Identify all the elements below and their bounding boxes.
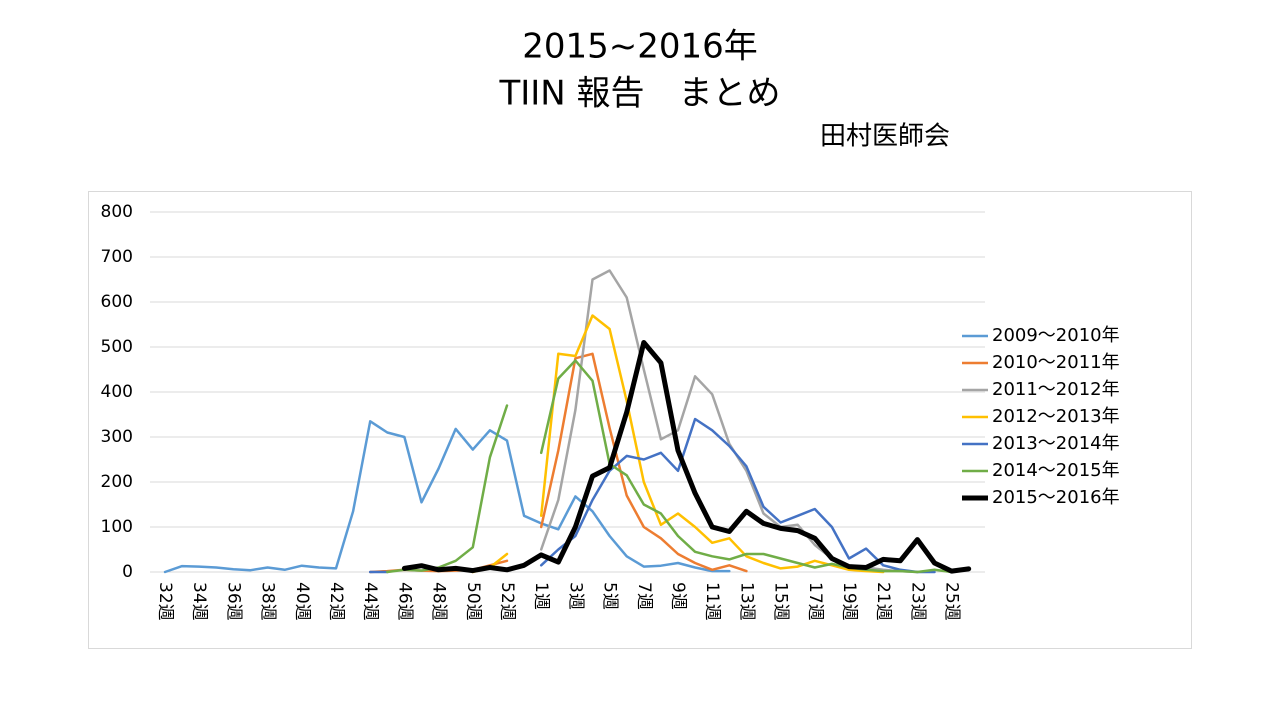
chart-subtitle: 田村医師会 bbox=[820, 122, 950, 152]
legend-label: 2012～2013年 bbox=[992, 406, 1120, 427]
x-tick-label: 46週 bbox=[394, 582, 414, 621]
x-tick-label: 17週 bbox=[805, 582, 825, 621]
x-tick-label: 13週 bbox=[736, 582, 756, 621]
x-tick-label: 48週 bbox=[429, 582, 449, 621]
x-tick-label: 25週 bbox=[942, 582, 962, 621]
x-tick-label: 50週 bbox=[463, 582, 483, 621]
y-tick-label: 300 bbox=[101, 427, 133, 447]
x-tick-label: 38週 bbox=[258, 582, 278, 621]
y-tick-label: 100 bbox=[101, 517, 133, 537]
plot-frame bbox=[88, 191, 1192, 649]
chart-title: 2015~2016年 bbox=[522, 27, 758, 67]
legend-label: 2009～2010年 bbox=[992, 325, 1120, 346]
x-tick-label: 40週 bbox=[292, 582, 312, 621]
y-tick-label: 800 bbox=[101, 202, 133, 222]
series-line bbox=[401, 340, 972, 574]
legend-label: 2015～2016年 bbox=[992, 487, 1120, 508]
series-line bbox=[368, 417, 936, 574]
x-tick-label: 52週 bbox=[497, 582, 517, 621]
x-tick-label: 44週 bbox=[360, 582, 380, 621]
x-tick-label: 11週 bbox=[702, 582, 722, 621]
y-tick-label: 600 bbox=[101, 292, 133, 312]
x-tick-label: 5週 bbox=[600, 582, 620, 610]
x-tick-label: 7週 bbox=[634, 582, 654, 610]
x-tick-label: 36週 bbox=[223, 582, 243, 621]
x-tick-label: 19週 bbox=[839, 582, 859, 621]
x-tick-label: 3週 bbox=[565, 582, 585, 610]
legend-label: 2013～2014年 bbox=[992, 433, 1120, 454]
series-line bbox=[368, 352, 748, 574]
chart-title: TIIN 報告 まとめ bbox=[498, 74, 780, 114]
y-tick-label: 0 bbox=[122, 562, 133, 582]
y-tick-label: 400 bbox=[101, 382, 133, 402]
legend-label: 2011～2012年 bbox=[992, 379, 1120, 400]
x-tick-label: 9週 bbox=[668, 582, 688, 610]
x-tick-label: 21週 bbox=[873, 582, 893, 621]
legend-label: 2010～2011年 bbox=[992, 352, 1120, 373]
y-tick-label: 500 bbox=[101, 337, 133, 357]
y-tick-label: 200 bbox=[101, 472, 133, 492]
series-line bbox=[163, 420, 731, 574]
x-tick-label: 15週 bbox=[771, 582, 791, 621]
x-tick-label: 32週 bbox=[155, 582, 175, 621]
x-tick-label: 42週 bbox=[326, 582, 346, 621]
x-tick-label: 23週 bbox=[907, 582, 927, 621]
x-tick-label: 34週 bbox=[189, 582, 209, 621]
legend-label: 2014～2015年 bbox=[992, 460, 1120, 481]
y-tick-label: 700 bbox=[101, 247, 133, 267]
x-tick-label: 1週 bbox=[531, 582, 551, 610]
